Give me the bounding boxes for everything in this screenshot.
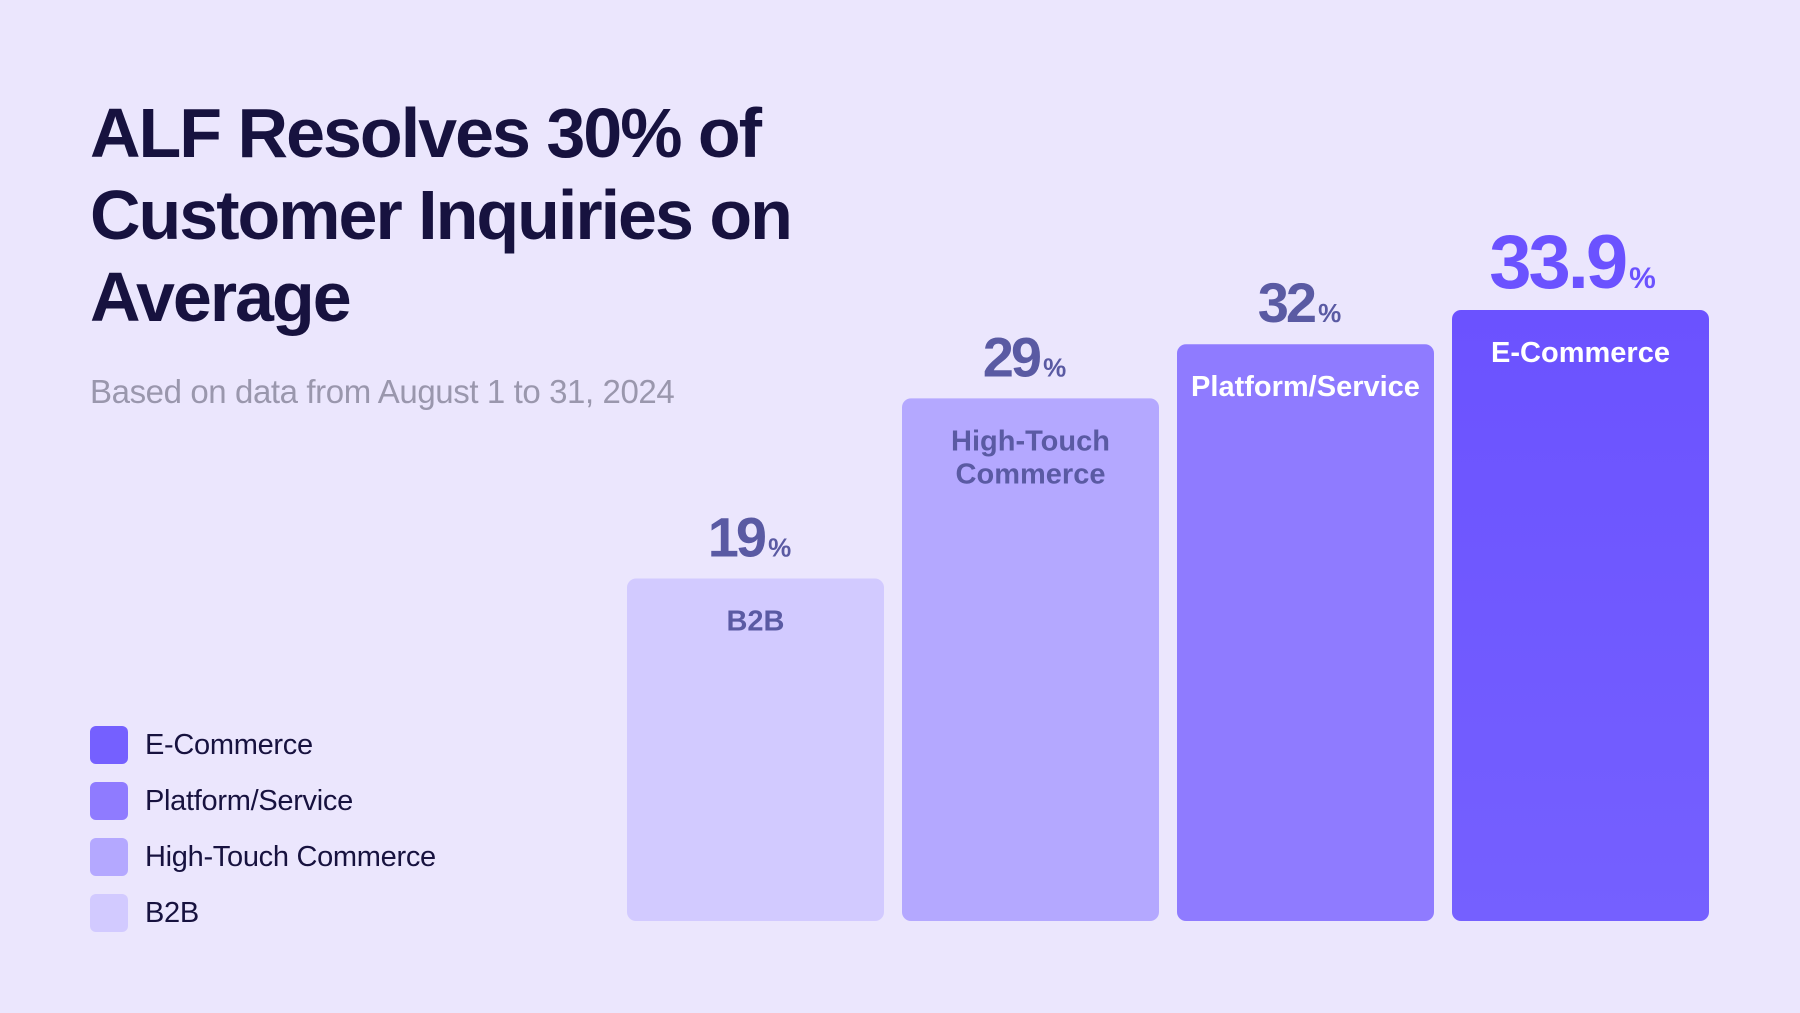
legend-swatch: [90, 782, 128, 820]
legend-swatch: [90, 894, 128, 932]
bar-category-label: Commerce: [956, 458, 1106, 490]
legend-item-high-touch-commerce: High-Touch Commerce: [90, 829, 436, 885]
bar-category-label: E-Commerce: [1491, 337, 1670, 369]
bar: [902, 398, 1159, 921]
bar-value-label: 29%: [983, 325, 1066, 388]
bar-category-label: High-Touch: [951, 425, 1110, 457]
bar-group-b2b: B2B 19%: [627, 506, 884, 921]
bar: [1452, 310, 1709, 921]
legend-label: High-Touch Commerce: [145, 840, 436, 873]
chart-title: ALF Resolves 30% of Customer Inquiries o…: [90, 94, 793, 336]
chart-subtitle: Based on data from August 1 to 31, 2024: [90, 373, 675, 410]
legend-swatch: [90, 838, 128, 876]
legend-label: B2B: [145, 896, 199, 929]
bar-category-label: B2B: [726, 606, 784, 638]
bar-group-platform-service: Platform/Service 32%: [1177, 271, 1434, 921]
bar-group-e-commerce: E-Commerce 33.9%: [1452, 220, 1709, 921]
legend: E-Commerce Platform/Service High-Touch C…: [90, 717, 436, 941]
bar: [1177, 344, 1434, 921]
legend-label: Platform/Service: [145, 784, 353, 817]
bar: [627, 578, 884, 921]
legend-item-platform-service: Platform/Service: [90, 773, 436, 829]
bar-value-label: 32%: [1258, 271, 1341, 334]
legend-item-e-commerce: E-Commerce: [90, 717, 436, 773]
bar-category-label: Platform/Service: [1191, 371, 1420, 403]
legend-item-b2b: B2B: [90, 885, 436, 941]
bar-value-label: 33.9%: [1489, 220, 1656, 305]
legend-label: E-Commerce: [145, 728, 313, 761]
legend-swatch: [90, 726, 128, 764]
bar-value-label: 19%: [708, 506, 791, 569]
